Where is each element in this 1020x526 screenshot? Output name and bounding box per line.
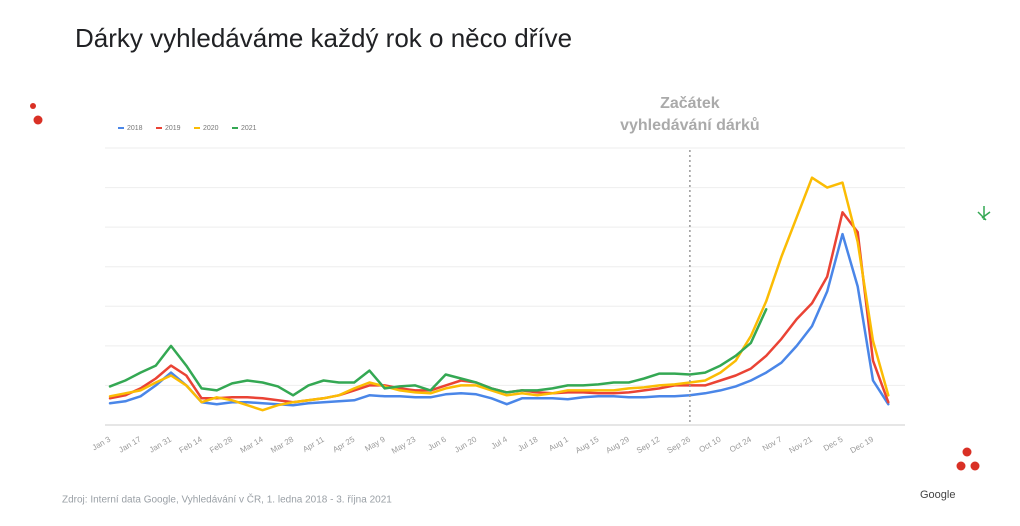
decoration xyxy=(970,461,980,471)
legend-label: 2020 xyxy=(203,125,219,132)
slide-title: Dárky vyhledáváme každý rok o něco dříve xyxy=(75,23,572,53)
x-tick-label: Mar 14 xyxy=(239,434,266,455)
x-tick-label: Jan 17 xyxy=(117,434,143,454)
x-tick-label: Sep 12 xyxy=(635,434,662,455)
series-line xyxy=(108,211,890,404)
x-tick-label: Jan 31 xyxy=(148,434,174,454)
series-line xyxy=(108,232,890,407)
x-tick-label: Aug 1 xyxy=(547,434,570,453)
x-tick-label: Aug 29 xyxy=(604,434,631,455)
x-tick-label: Apr 25 xyxy=(331,434,356,454)
logo: Google xyxy=(920,489,955,501)
decoration xyxy=(956,461,966,471)
x-tick-label: Jul 18 xyxy=(516,434,539,453)
legend-label: 2019 xyxy=(165,125,181,132)
x-tick-label: Oct 10 xyxy=(698,434,723,454)
x-tick-label: Mar 28 xyxy=(269,434,296,455)
annotation-text: Začátek xyxy=(660,95,720,112)
source-note: Zdroj: Interní data Google, Vyhledávání … xyxy=(62,493,392,506)
x-tick-label: Jun 6 xyxy=(426,434,448,452)
x-tick-label: Jul 4 xyxy=(490,434,510,451)
series-line xyxy=(108,176,890,412)
x-tick-label: Jan 3 xyxy=(91,434,113,452)
x-tick-label: May 9 xyxy=(363,434,387,453)
x-tick-label: Jun 20 xyxy=(453,434,479,454)
x-tick-label: Feb 14 xyxy=(178,434,205,455)
decoration xyxy=(977,206,991,221)
x-tick-label: Dec 5 xyxy=(822,434,845,453)
decoration xyxy=(962,447,972,457)
x-tick-label: Feb 28 xyxy=(208,434,235,455)
x-tick-label: Apr 11 xyxy=(301,434,326,454)
series-line xyxy=(108,308,768,397)
x-tick-label: Dec 19 xyxy=(849,434,876,455)
decoration xyxy=(33,115,43,125)
x-tick-label: May 23 xyxy=(390,434,418,455)
x-tick-label: Nov 21 xyxy=(788,434,815,455)
x-tick-label: Aug 15 xyxy=(574,434,601,455)
x-tick-label: Sep 26 xyxy=(665,434,692,455)
x-tick-label: Nov 7 xyxy=(761,434,784,453)
decoration xyxy=(30,103,36,109)
annotation-text: vyhledávání dárků xyxy=(620,117,760,134)
x-tick-label: Oct 24 xyxy=(728,434,753,454)
legend-label: 2018 xyxy=(127,125,143,132)
legend-label: 2021 xyxy=(241,125,257,132)
